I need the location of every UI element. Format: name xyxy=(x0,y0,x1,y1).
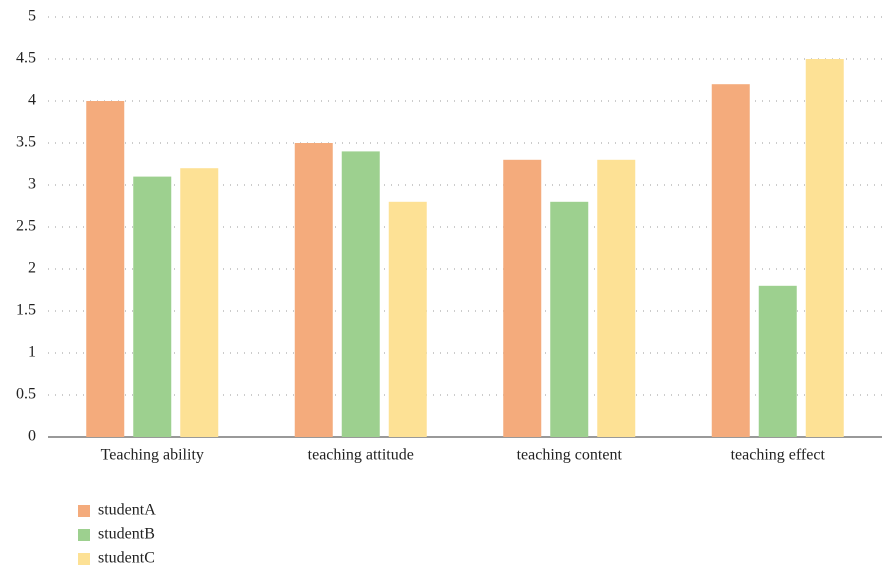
x-tick-label: teaching attitude xyxy=(308,447,414,464)
legend-label: studentC xyxy=(98,550,155,567)
bar xyxy=(805,59,844,437)
bar xyxy=(597,159,636,438)
y-tick-label: 3 xyxy=(28,176,36,193)
bar xyxy=(86,101,125,437)
legend-label: studentB xyxy=(98,526,155,543)
x-tick-label: teaching effect xyxy=(731,447,826,464)
y-tick-label: 0 xyxy=(28,428,36,445)
y-tick-label: 5 xyxy=(28,8,36,25)
y-tick-label: 1 xyxy=(28,344,36,361)
legend-swatch xyxy=(78,553,90,565)
y-tick-label: 1.5 xyxy=(16,302,36,319)
bar xyxy=(711,84,750,437)
y-tick-label: 3.5 xyxy=(16,134,36,151)
bar xyxy=(503,159,542,438)
bar xyxy=(550,201,589,437)
bar xyxy=(341,151,380,437)
bar xyxy=(294,143,333,437)
legend-swatch xyxy=(78,529,90,541)
legend-swatch xyxy=(78,505,90,517)
y-tick-label: 0.5 xyxy=(16,386,36,403)
bar xyxy=(180,168,219,437)
y-tick-label: 2.5 xyxy=(16,218,36,235)
x-tick-label: Teaching ability xyxy=(101,447,204,464)
bar xyxy=(388,201,427,437)
y-tick-label: 4 xyxy=(28,92,36,109)
bar xyxy=(758,285,797,437)
y-tick-label: 2 xyxy=(28,260,36,277)
y-tick-label: 4.5 xyxy=(16,50,36,67)
x-tick-label: teaching content xyxy=(517,447,623,464)
legend-label: studentA xyxy=(98,502,156,519)
bar xyxy=(133,176,172,437)
